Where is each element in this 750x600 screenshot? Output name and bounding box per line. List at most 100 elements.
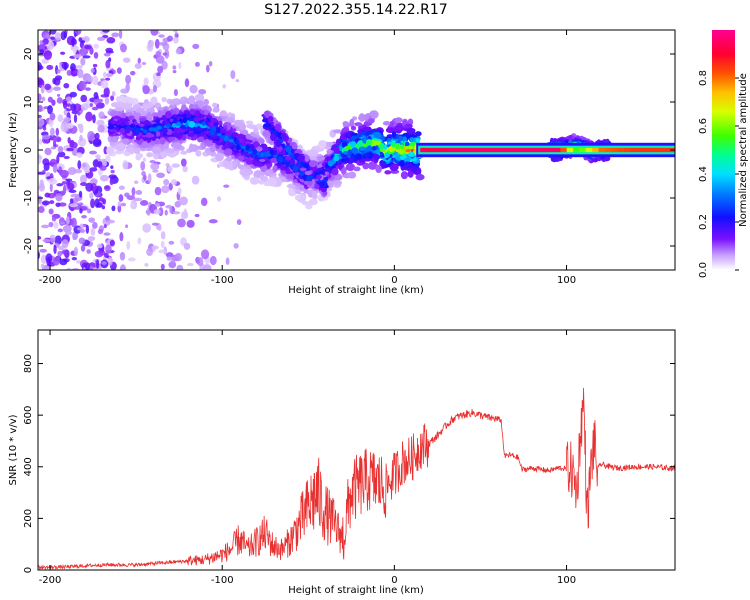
spectrogram-cell bbox=[270, 133, 277, 141]
spectrogram-cell bbox=[203, 98, 209, 106]
spectrogram-cell bbox=[55, 127, 60, 137]
spectrogram-cell bbox=[152, 84, 158, 93]
spectrogram-cell bbox=[79, 134, 83, 142]
spectrogram-cell bbox=[100, 94, 110, 98]
spectrogram-cell bbox=[289, 159, 296, 166]
snr-ylabel: SNR (10 * v/v) bbox=[8, 414, 19, 485]
spectrogram-cell bbox=[73, 246, 79, 257]
spectrogram-cell bbox=[141, 170, 146, 177]
spectrogram-cell bbox=[146, 247, 154, 257]
spectrogram-cell bbox=[65, 216, 70, 225]
spectrogram-cell bbox=[119, 251, 126, 261]
spectrogram-cell bbox=[225, 257, 230, 266]
spectrogram-cell bbox=[160, 263, 165, 270]
spectrogram-cell bbox=[133, 180, 139, 185]
spectrogram-cell bbox=[106, 72, 113, 78]
spectrogram-cell bbox=[407, 151, 416, 157]
spectrogram-cell bbox=[49, 200, 55, 205]
spectrogram-cell bbox=[389, 163, 399, 172]
spectrogram-cell bbox=[55, 202, 61, 208]
spectrogram-cell bbox=[161, 60, 168, 70]
spectrogram-cell bbox=[82, 163, 86, 168]
spectrogram-cell bbox=[102, 198, 107, 205]
spectrogram-cell bbox=[53, 221, 59, 229]
spectrogram-cell bbox=[196, 127, 203, 132]
spectrogram-cell bbox=[414, 131, 422, 137]
spectrogram-cell bbox=[188, 121, 196, 128]
spectrogram-cell bbox=[254, 155, 259, 161]
spectrogram-cell bbox=[69, 141, 78, 149]
spectrogram-cell bbox=[104, 96, 110, 105]
spectrogram-cell bbox=[331, 167, 339, 176]
spectrogram-cell bbox=[551, 155, 558, 163]
spectrogram-cell bbox=[50, 127, 55, 137]
spectrogram-cell bbox=[128, 115, 135, 121]
spectrogram-cell bbox=[93, 98, 99, 105]
spectrogram-cell bbox=[41, 224, 50, 229]
spectrogram-cell bbox=[50, 36, 56, 40]
spectrogram-cell bbox=[155, 202, 160, 208]
spectrogram-cell bbox=[66, 103, 72, 107]
spectrogram-cell bbox=[168, 182, 173, 191]
spectrogram-cell bbox=[92, 75, 99, 86]
spectrogram-cell bbox=[200, 197, 208, 207]
carrier-core bbox=[509, 147, 517, 153]
spectrogram-cell bbox=[44, 192, 51, 198]
y-tick-label: 400 bbox=[23, 457, 34, 476]
spectrogram-cell bbox=[553, 138, 560, 144]
spectrogram-cell bbox=[116, 67, 122, 74]
spectrogram-cell bbox=[63, 109, 67, 116]
spectrogram-cell bbox=[216, 127, 221, 134]
spectrogram-cell bbox=[167, 166, 173, 173]
spectrogram-cell bbox=[48, 177, 58, 185]
spectrogram-cell bbox=[160, 231, 166, 240]
spectrogram-cell bbox=[49, 30, 57, 35]
spectrogram-cell bbox=[180, 150, 188, 155]
spectrogram-cell bbox=[73, 168, 83, 174]
spectrogram-cell bbox=[237, 155, 245, 161]
spectrogram-cell bbox=[333, 173, 343, 181]
spectrogram-cell bbox=[161, 185, 170, 194]
carrier-core bbox=[553, 147, 561, 153]
spectrogram-cell bbox=[399, 144, 405, 150]
spectrogram-cell bbox=[133, 112, 142, 119]
spectrogram-cell bbox=[147, 173, 152, 184]
x-tick-label: -100 bbox=[211, 275, 234, 286]
spectrogram-cell bbox=[94, 132, 100, 141]
spectrogram-cell bbox=[116, 143, 126, 152]
spectrogram-cell bbox=[259, 158, 266, 162]
spectrogram-cell bbox=[394, 124, 404, 130]
spectrogram-cell bbox=[363, 113, 370, 120]
spectrogram-cell bbox=[235, 139, 240, 145]
spectrogram-cell bbox=[53, 77, 61, 86]
spectrogram-cell bbox=[151, 146, 162, 155]
spectrogram-cell bbox=[77, 227, 83, 231]
spectrogram-cell bbox=[104, 185, 111, 192]
spectrogram-cell bbox=[103, 71, 107, 79]
spectrogram-cell bbox=[245, 133, 251, 140]
spectrogram-cell bbox=[406, 127, 416, 134]
spectrogram-cell bbox=[174, 201, 181, 208]
spectrogram-cell bbox=[50, 146, 57, 150]
spectrogram-cell bbox=[82, 36, 90, 43]
spectrogram-cell bbox=[92, 222, 98, 229]
spectrogram-cell bbox=[291, 143, 298, 150]
spectrogram-cell bbox=[46, 257, 52, 267]
spectrogram-cell bbox=[228, 139, 234, 143]
spectrogram-cell bbox=[81, 214, 87, 219]
spectrogram-cell bbox=[107, 258, 111, 263]
spectrogram-cell bbox=[398, 135, 404, 142]
y-tick-label: 600 bbox=[23, 406, 34, 425]
spectrogram-cell bbox=[122, 160, 129, 170]
spectrogram-cell bbox=[212, 106, 220, 113]
spectrogram-cell bbox=[150, 140, 156, 146]
carrier-core bbox=[445, 147, 453, 153]
spectrogram-cell bbox=[85, 87, 91, 91]
spectrogram-cell bbox=[597, 157, 602, 162]
spectrogram-cell bbox=[171, 163, 180, 168]
spectrogram-cell bbox=[333, 155, 340, 162]
spectrogram-cell bbox=[408, 145, 414, 150]
spectrogram-cell bbox=[135, 135, 141, 141]
spectrogram-cell bbox=[154, 139, 160, 145]
spectrogram-cell bbox=[72, 235, 76, 240]
